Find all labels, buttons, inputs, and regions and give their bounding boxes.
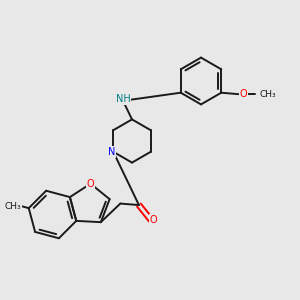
Text: N: N bbox=[108, 147, 116, 157]
Text: NH: NH bbox=[116, 94, 130, 104]
Text: O: O bbox=[240, 89, 247, 99]
Text: O: O bbox=[87, 179, 94, 189]
Text: CH₃: CH₃ bbox=[259, 90, 276, 99]
Text: CH₃: CH₃ bbox=[4, 202, 21, 211]
Text: O: O bbox=[149, 215, 157, 225]
